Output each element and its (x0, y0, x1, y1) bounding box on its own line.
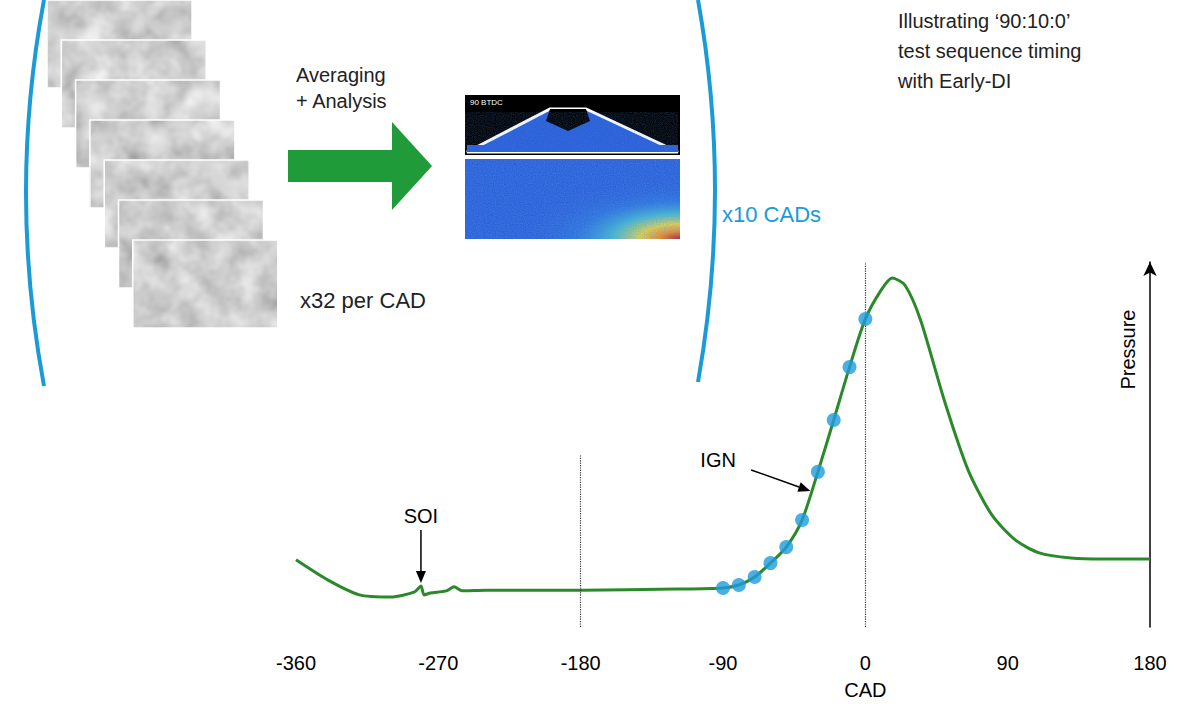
svg-text:90 BTDC: 90 BTDC (470, 98, 503, 107)
svg-text:SOI: SOI (404, 505, 438, 527)
svg-text:CAD: CAD (844, 679, 886, 701)
svg-text:90: 90 (997, 652, 1019, 674)
svg-text:x32 per CAD: x32 per CAD (300, 288, 426, 313)
svg-text:-360: -360 (276, 652, 316, 674)
svg-text:+ Analysis: + Analysis (296, 90, 387, 112)
svg-text:0: 0 (860, 652, 871, 674)
svg-text:x10 CADs: x10 CADs (722, 202, 821, 227)
svg-text:-270: -270 (418, 652, 458, 674)
svg-text:-90: -90 (709, 652, 738, 674)
svg-text:Pressure: Pressure (1117, 310, 1139, 390)
svg-text:Illustrating ‘90:10:0’: Illustrating ‘90:10:0’ (898, 10, 1070, 32)
svg-text:-180: -180 (561, 652, 601, 674)
svg-text:Averaging: Averaging (296, 64, 386, 86)
svg-text:with Early-DI: with Early-DI (897, 70, 1011, 92)
svg-text:180: 180 (1133, 652, 1166, 674)
svg-text:IGN: IGN (700, 449, 736, 471)
svg-text:test sequence timing: test sequence timing (898, 40, 1081, 62)
